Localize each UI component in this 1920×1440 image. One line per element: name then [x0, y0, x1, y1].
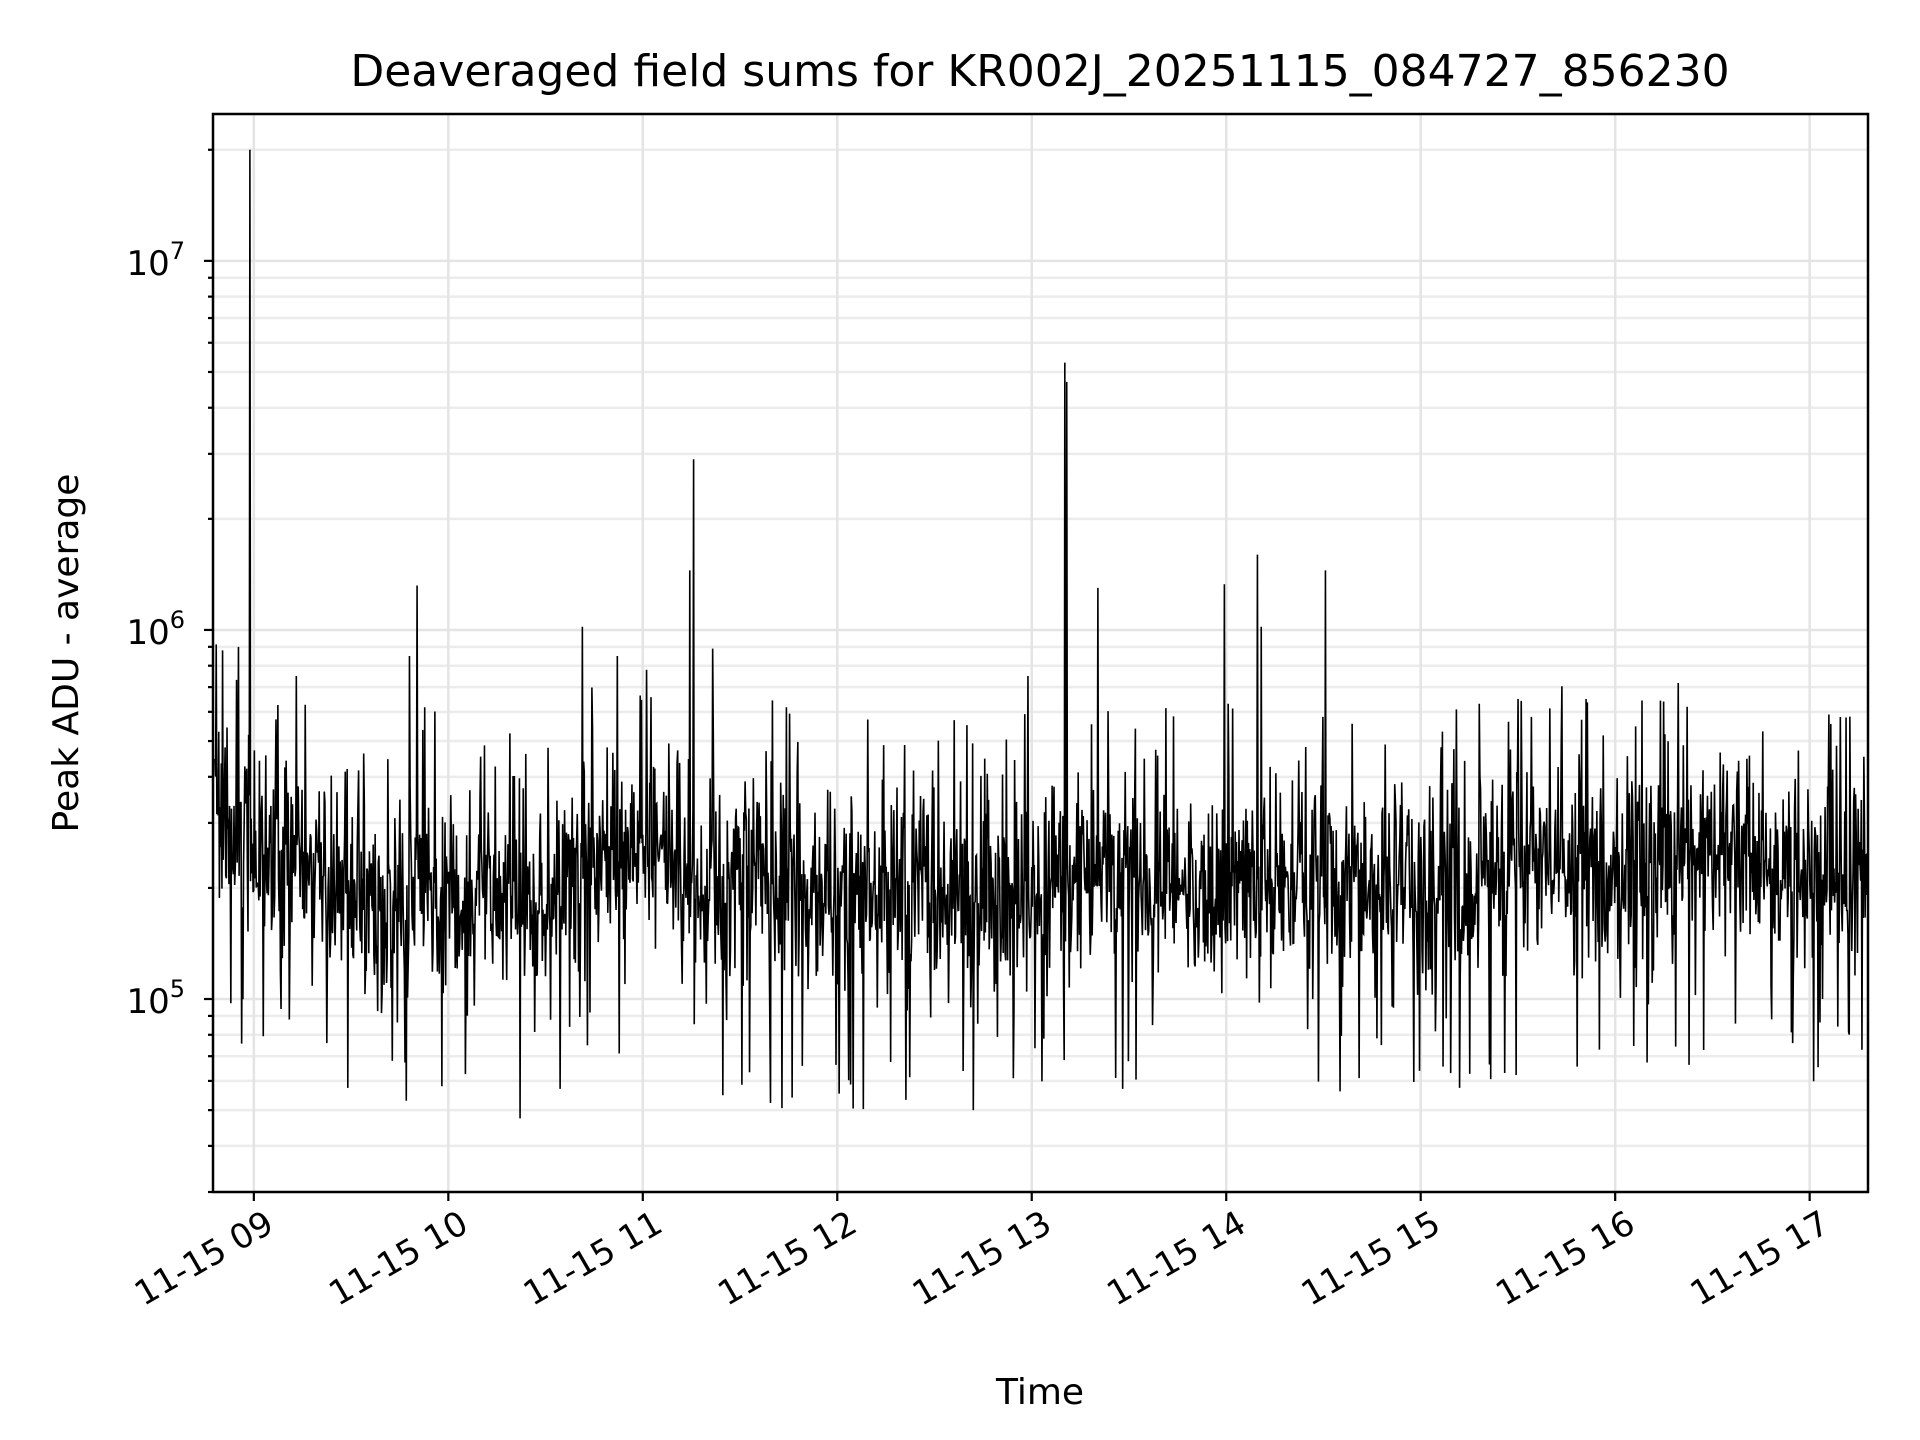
x-tick-label: 11-15 10 — [322, 1203, 474, 1314]
axis-ticks — [204, 148, 1811, 1201]
x-tick-label: 11-15 15 — [1295, 1203, 1447, 1314]
x-axis-label: Time — [995, 1372, 1084, 1413]
grid — [213, 114, 1868, 1194]
x-tick-label: 11-15 12 — [711, 1203, 863, 1314]
series-line — [214, 149, 1868, 1119]
plot-area-frame — [211, 112, 1870, 1194]
x-tick-label: 11-15 17 — [1684, 1203, 1836, 1314]
y-axis-label: Peak ADU - average — [46, 474, 87, 833]
x-tick-label: 11-15 09 — [128, 1203, 280, 1314]
x-tick-label: 11-15 13 — [906, 1203, 1058, 1314]
series-line-group — [214, 149, 1868, 1119]
y-tick-label: 106 — [126, 606, 185, 653]
x-tick-label: 11-15 11 — [517, 1203, 669, 1314]
x-tick-label: 11-15 16 — [1489, 1203, 1641, 1314]
y-tick-label: 107 — [126, 237, 185, 284]
chart-title: Deaveraged field sums for KR002J_2025111… — [350, 46, 1729, 97]
y-tick-label: 105 — [126, 975, 185, 1022]
x-tick-label: 11-15 14 — [1100, 1203, 1252, 1314]
